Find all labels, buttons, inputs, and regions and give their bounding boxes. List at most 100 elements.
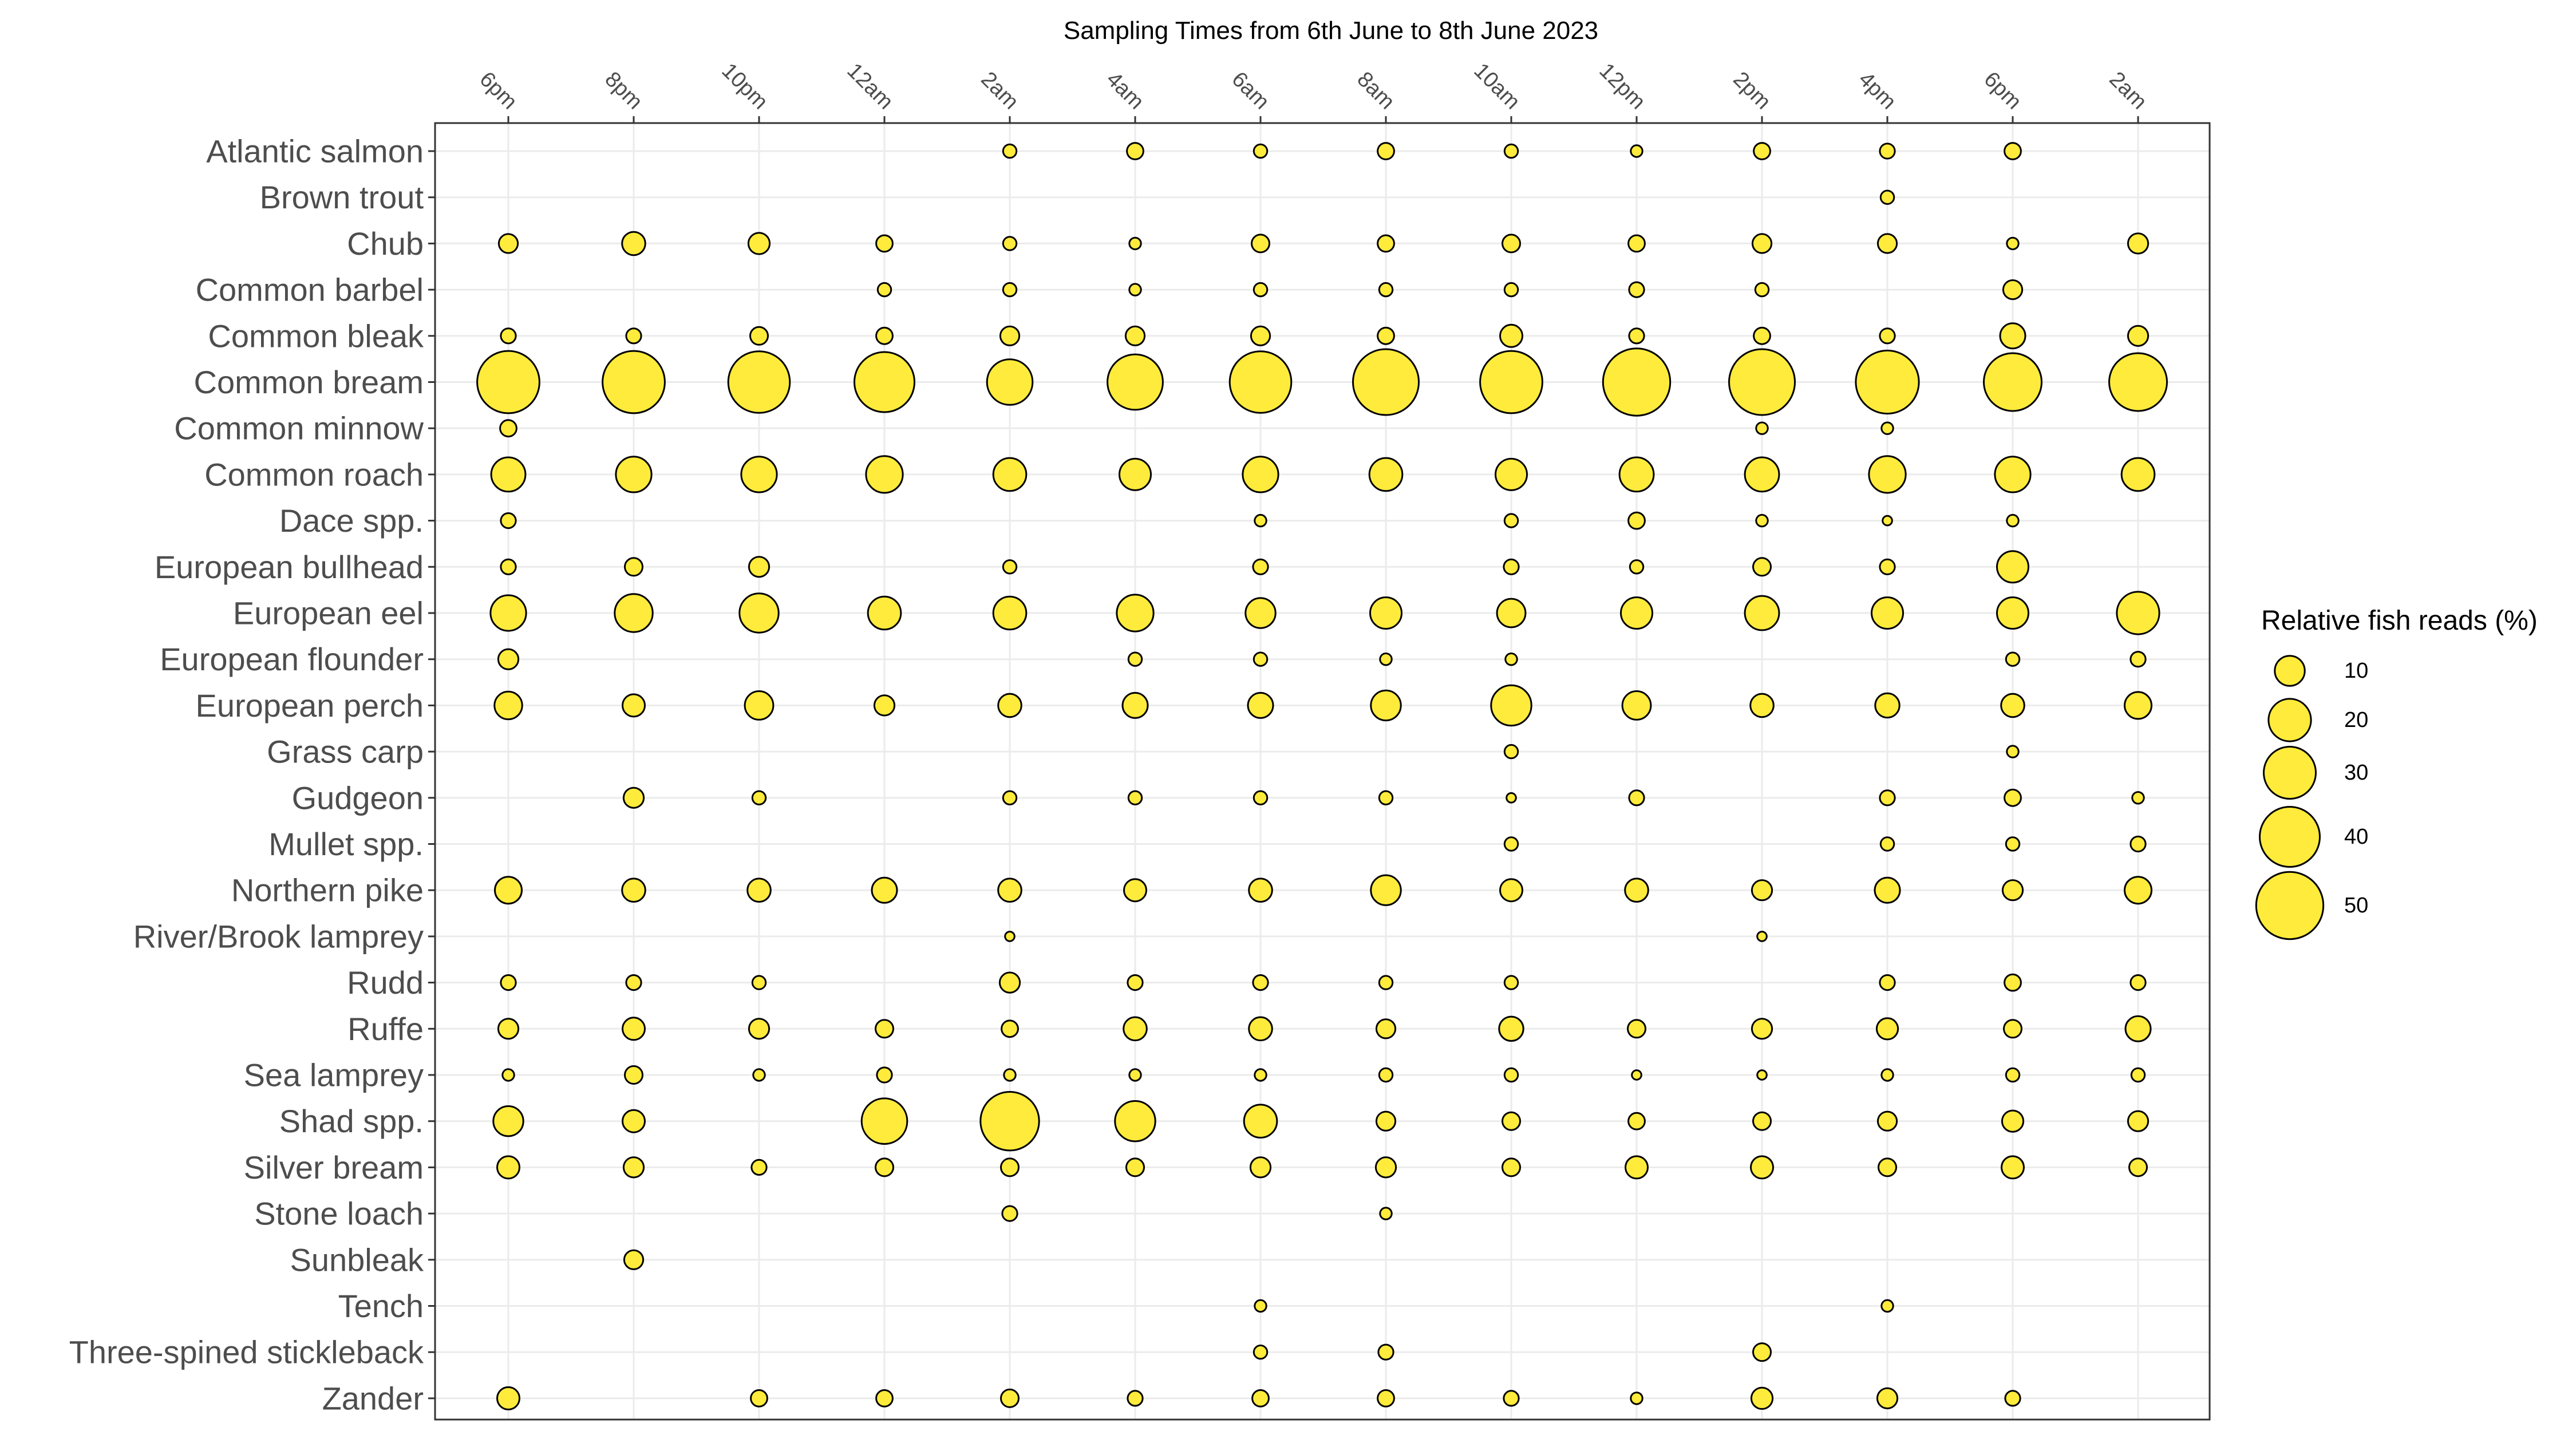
data-bubble: [1752, 557, 1772, 577]
data-bubble: [744, 690, 775, 721]
data-bubble: [752, 1068, 766, 1082]
data-bubble: [1502, 1111, 1521, 1131]
data-bubble: [622, 1109, 646, 1133]
data-bubble: [1377, 1389, 1395, 1408]
data-bubble: [2120, 457, 2156, 492]
data-bubble: [1377, 1343, 1394, 1361]
data-bubble: [1114, 1100, 1156, 1143]
data-bubble: [875, 1389, 894, 1408]
data-bubble: [1855, 349, 1920, 415]
data-bubble: [1744, 456, 1780, 493]
legend-label: 50: [2344, 894, 2368, 918]
data-bubble: [1503, 143, 1519, 159]
y-axis: Atlantic salmon Brown trout Chub Common bar…: [69, 133, 435, 1416]
data-bubble: [1503, 513, 1519, 528]
data-bubble: [1254, 1299, 1267, 1313]
data-bubble: [500, 974, 517, 991]
data-bubble: [865, 455, 904, 494]
x-tick-label: 4pm: [1854, 67, 1901, 114]
data-bubble: [1627, 1019, 1646, 1039]
y-tick-label: European perch: [195, 687, 424, 724]
data-bubble: [748, 1018, 771, 1040]
y-tick-label: European bullhead: [155, 549, 424, 585]
data-bubble: [1370, 689, 1402, 722]
y-tick-label: Common barbel: [196, 272, 424, 308]
y-tick-label: Common roach: [204, 456, 424, 492]
data-bubble: [2006, 745, 2020, 758]
x-tick-label: 4am: [1101, 67, 1148, 114]
data-bubble: [1002, 143, 1018, 159]
data-bubble: [1377, 234, 1395, 253]
data-bubble: [2004, 142, 2022, 160]
data-bubble: [1628, 327, 1645, 345]
data-bubble: [748, 556, 771, 578]
data-bubble: [2003, 1019, 2022, 1039]
legend-title: Relative fish reads (%): [2261, 606, 2538, 636]
data-bubble: [496, 1155, 520, 1180]
data-bubble: [751, 790, 767, 806]
data-bubble: [489, 594, 527, 632]
y-tick-label: Gudgeon: [292, 780, 424, 816]
data-bubble: [1871, 596, 1904, 630]
data-bubble: [1251, 234, 1270, 254]
data-bubble: [2006, 513, 2020, 528]
data-bubble: [490, 456, 527, 493]
data-bubble: [1504, 653, 1518, 666]
legend-bubble: [2274, 655, 2306, 687]
legend-label: 10: [2344, 659, 2368, 683]
data-bubble: [1253, 651, 1269, 667]
data-bubble: [2127, 232, 2150, 255]
data-bubble: [497, 1018, 520, 1040]
data-bubble: [2129, 974, 2147, 991]
data-bubble: [1879, 836, 1895, 852]
data-bubble: [1107, 353, 1164, 411]
data-bubble: [1755, 421, 1769, 435]
y-tick-label: Rudd: [347, 964, 424, 1001]
data-bubble: [749, 326, 769, 346]
data-bubble: [1116, 594, 1155, 633]
y-tick-label: Tench: [338, 1288, 424, 1324]
data-bubble: [1003, 1068, 1017, 1082]
data-bubble: [2128, 1157, 2148, 1177]
data-bubble: [1502, 1157, 1521, 1177]
data-bubble: [1625, 1155, 1649, 1180]
data-bubble: [2124, 691, 2152, 720]
data-bubble: [1502, 234, 1521, 254]
data-bubble: [499, 419, 517, 438]
data-bubble: [1755, 513, 1769, 528]
x-tick-label: 10am: [1469, 58, 1524, 114]
data-bubble: [1228, 350, 1293, 414]
data-bubble: [875, 1019, 894, 1039]
data-bubble: [2108, 352, 2168, 412]
data-bubble: [1128, 1068, 1142, 1082]
data-bubble: [1630, 1392, 1643, 1405]
data-bubble: [867, 595, 902, 631]
data-bubble: [1479, 350, 1543, 414]
data-bubble: [1752, 1111, 1772, 1131]
data-bubble: [1868, 455, 1907, 494]
data-bubble: [1254, 513, 1267, 528]
data-bubble: [476, 350, 540, 414]
data-bubble: [497, 648, 520, 670]
x-tick-label: 8am: [1352, 67, 1399, 114]
x-tick-label: 6pm: [1979, 67, 2026, 114]
data-bubble: [1878, 1157, 1897, 1177]
y-tick-label: Zander: [322, 1380, 424, 1416]
data-bubble: [1244, 597, 1277, 629]
data-bubble: [1128, 236, 1142, 251]
data-bubble: [1983, 352, 2042, 412]
y-tick-label: Common minnow: [174, 410, 424, 446]
data-bubble: [1627, 1112, 1646, 1130]
data-bubble: [1499, 878, 1523, 903]
data-bubble: [622, 1017, 646, 1041]
data-bubble: [1128, 283, 1142, 297]
data-bubble: [1503, 1067, 1519, 1083]
data-bubble: [1756, 931, 1768, 942]
data-bubble: [1503, 975, 1519, 990]
data-bubble: [1624, 877, 1649, 903]
data-bubble: [2129, 835, 2147, 853]
data-bubble: [1000, 1157, 1020, 1177]
data-bubble: [1002, 236, 1018, 251]
y-tick-label: Common bream: [194, 364, 424, 400]
data-bubble: [1001, 1019, 1019, 1038]
